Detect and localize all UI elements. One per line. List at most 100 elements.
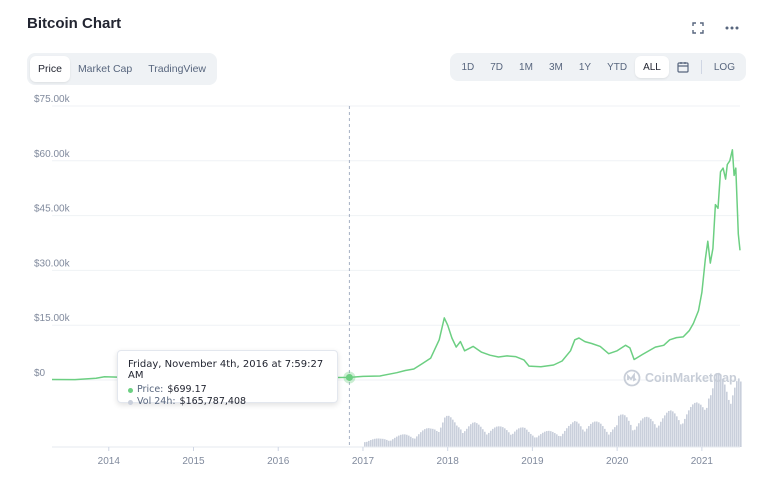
range-1m-button[interactable]: 1M	[519, 61, 533, 73]
volume-dot-icon	[128, 399, 133, 405]
x-tick-label: 2020	[606, 456, 629, 467]
volume-bar	[488, 432, 490, 447]
volume-bar	[682, 423, 684, 447]
page-title: Bitcoin Chart	[27, 15, 122, 32]
volume-bar	[704, 409, 706, 447]
x-tick-label: 2021	[691, 456, 714, 467]
volume-bar	[476, 423, 478, 447]
volume-bar	[630, 424, 632, 447]
volume-bar	[450, 417, 452, 447]
volume-bar	[478, 424, 480, 447]
volume-bar	[654, 424, 656, 447]
highlight-point	[345, 373, 353, 381]
volume-bar	[640, 420, 642, 447]
volume-bar	[582, 429, 584, 447]
range-1y-button[interactable]: 1Y	[578, 61, 592, 73]
volume-bar	[736, 381, 738, 447]
volume-bar	[464, 431, 466, 447]
x-tick-label: 2014	[98, 456, 121, 467]
volume-bar	[396, 436, 398, 447]
volume-bar	[494, 427, 496, 447]
volume-bar	[432, 428, 434, 447]
range-ytd-button[interactable]: YTD	[607, 61, 628, 73]
volume-bar	[404, 434, 406, 447]
volume-bar	[684, 418, 686, 447]
volume-bar	[698, 403, 700, 447]
chart-type-tabs: Price Market Cap TradingView	[27, 53, 217, 85]
volume-bar	[578, 423, 580, 447]
price-line	[51, 149, 741, 381]
tab-tradingview[interactable]: TradingView	[148, 63, 206, 75]
volume-bar	[618, 415, 620, 447]
volume-bar	[642, 418, 644, 447]
volume-bar	[380, 438, 382, 447]
volume-bar	[562, 433, 564, 447]
volume-bar	[398, 435, 400, 447]
volume-bar	[710, 395, 712, 447]
volume-bar	[482, 429, 484, 447]
volume-bar	[394, 437, 396, 447]
volume-bar	[662, 418, 664, 447]
chart-tooltip: Friday, November 4th, 2016 at 7:59:27 AM…	[117, 350, 338, 407]
y-tick-label: $15.00k	[34, 313, 71, 324]
volume-bar	[466, 428, 468, 447]
tooltip-date: Friday, November 4th, 2016 at 7:59:27 AM	[128, 359, 324, 381]
volume-bar	[560, 436, 562, 447]
more-icon[interactable]	[724, 20, 740, 36]
volume-bar	[412, 438, 414, 447]
volume-bar	[716, 373, 718, 447]
volume-bar	[650, 418, 652, 447]
volume-bar	[382, 438, 384, 447]
volume-bar	[620, 414, 622, 447]
volume-bar	[626, 417, 628, 447]
volume-bar	[544, 431, 546, 447]
volume-bar	[586, 428, 588, 447]
range-all-button[interactable]: ALL	[635, 56, 669, 78]
volume-bar	[518, 428, 520, 447]
tab-market-cap[interactable]: Market Cap	[77, 63, 133, 75]
volume-bar	[374, 438, 376, 447]
range-7d-button[interactable]: 7D	[490, 61, 504, 73]
volume-bar	[530, 433, 532, 447]
calendar-button[interactable]	[669, 56, 697, 78]
volume-bar	[676, 416, 678, 447]
volume-bar	[732, 395, 734, 447]
fullscreen-icon[interactable]	[690, 20, 706, 36]
volume-bar	[424, 429, 426, 447]
volume-bar	[492, 428, 494, 447]
volume-bar	[610, 432, 612, 447]
volume-bar	[568, 425, 570, 447]
volume-bar	[542, 432, 544, 447]
volume-bar	[712, 388, 714, 447]
log-button[interactable]: LOG	[713, 61, 735, 73]
volume-bar	[668, 410, 670, 447]
volume-bar	[738, 378, 740, 447]
volume-bar	[612, 429, 614, 447]
volume-bar	[734, 387, 736, 447]
range-1d-button[interactable]: 1D	[461, 61, 475, 73]
coinmarketcap-logo-icon	[623, 369, 641, 387]
volume-bar	[386, 439, 388, 447]
volume-bar	[390, 440, 392, 447]
volume-bar	[724, 384, 726, 447]
volume-bar	[368, 440, 370, 447]
volume-bar	[410, 436, 412, 447]
volume-bar	[388, 440, 390, 447]
volume-bar	[576, 421, 578, 447]
price-dot-icon	[128, 387, 133, 393]
y-tick-label: $30.00k	[34, 258, 71, 269]
tooltip-price-label: Price:	[137, 384, 164, 395]
volume-bar	[510, 434, 512, 447]
volume-bar	[558, 435, 560, 447]
volume-bar	[700, 404, 702, 447]
volume-bar	[552, 431, 554, 447]
watermark-text: CoinMarketCap	[645, 371, 737, 385]
tab-price[interactable]: Price	[30, 56, 70, 82]
range-3m-button[interactable]: 3M	[548, 61, 563, 73]
volume-bar	[614, 427, 616, 447]
volume-bar	[690, 406, 692, 447]
volume-bar	[644, 417, 646, 447]
volume-bar	[672, 411, 674, 447]
volume-bar	[536, 437, 538, 447]
